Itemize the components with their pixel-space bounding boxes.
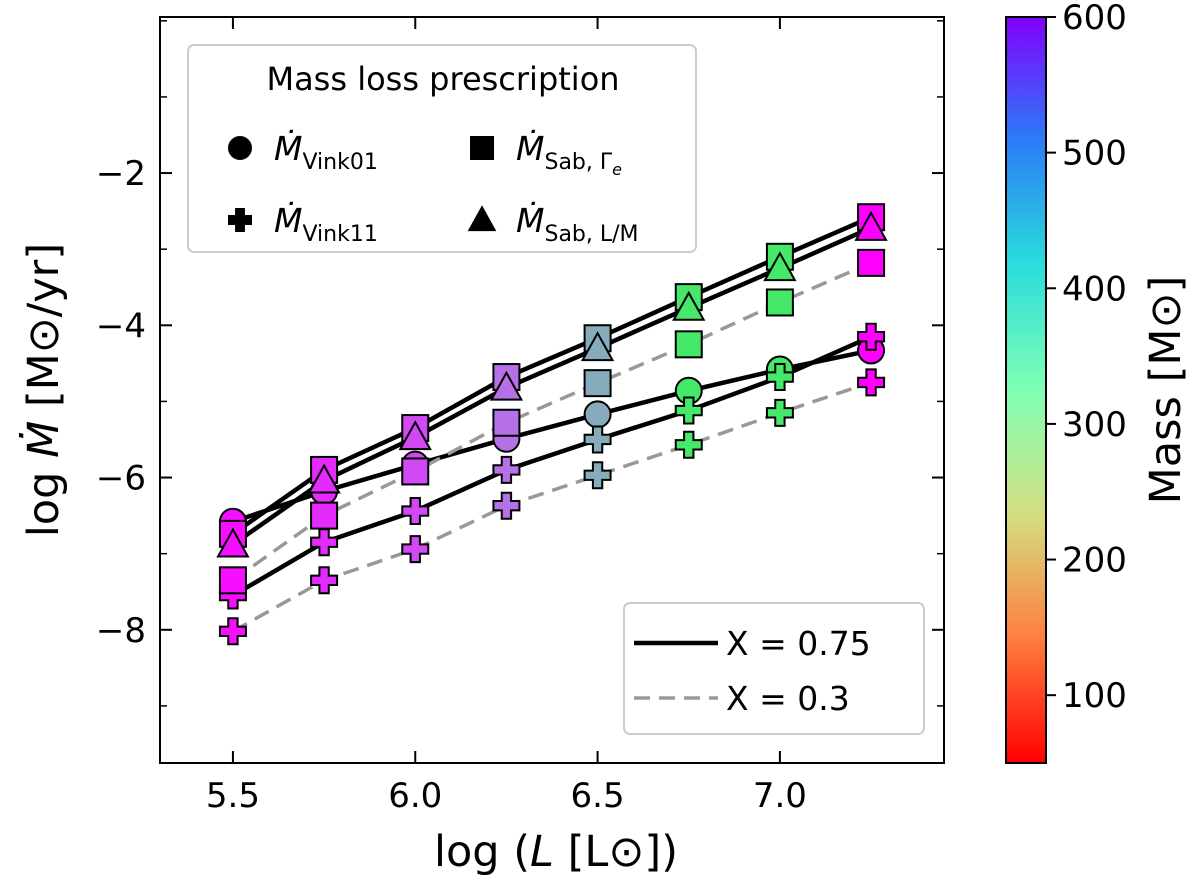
colorbar-gradient xyxy=(1005,16,1047,764)
y-axis-label: log Ṁ [M⊙/yr] xyxy=(18,243,69,537)
data-point-5-7 xyxy=(854,210,888,241)
line-legend-entries: X = 0.75 X = 0.3 xyxy=(634,624,871,718)
colorbar-tick-label: 300 xyxy=(1062,405,1127,445)
data-point-2-3 xyxy=(492,491,521,520)
data-point-2-7 xyxy=(857,368,886,397)
series-line-1 xyxy=(231,334,872,598)
x-tick-label: 7.0 xyxy=(753,776,807,816)
data-point-1-5 xyxy=(674,396,703,425)
data-point-4-4 xyxy=(583,369,612,398)
data-point-5-2 xyxy=(398,420,432,451)
legend-marker-square xyxy=(470,136,494,160)
y-axis: −8 −6 −4 −2 xyxy=(96,20,944,707)
line-legend: X = 0.75 X = 0.3 xyxy=(623,602,925,735)
colorbar-label: Mass [M⊙] xyxy=(1141,276,1191,505)
marker-legend-entries: ṀVink01 ṀSab, Γe ṀVink11 ṀSab, L/M xyxy=(228,129,639,247)
data-point-1-3 xyxy=(492,455,521,484)
data-point-4-3 xyxy=(492,408,521,437)
y-tick-label: −8 xyxy=(96,611,146,651)
colorbar-tick-label: 100 xyxy=(1062,676,1127,716)
legend-label-triangle: ṀSab, L/M xyxy=(516,201,639,247)
line-legend-label-1: X = 0.3 xyxy=(726,679,850,718)
data-point-4-7 xyxy=(857,248,886,277)
y-tick-label: −2 xyxy=(96,154,146,194)
data-point-2-0 xyxy=(218,617,247,646)
marker-legend: Mass loss prescription ṀVink01 ṀSab, ΓeṀV… xyxy=(187,44,697,253)
legend-label-plus: ṀVink11 xyxy=(274,201,378,247)
plot-frame xyxy=(159,16,945,764)
series-line-4 xyxy=(231,261,872,582)
line-legend-frame xyxy=(623,602,925,735)
legend-label-square: ṀSab, Γe xyxy=(516,129,622,179)
data-point-5-6 xyxy=(763,251,797,282)
data-point-4-1 xyxy=(310,501,339,530)
data-point-2-6 xyxy=(765,398,794,427)
series-line-0 xyxy=(232,348,872,524)
data-point-5-0 xyxy=(216,527,250,558)
data-point-2-1 xyxy=(310,566,339,595)
colorbar-tick-label: 200 xyxy=(1062,541,1127,581)
colorbar-tick-label: 600 xyxy=(1062,0,1127,38)
data-point-4-6 xyxy=(765,288,794,317)
data-point-1-4 xyxy=(583,425,612,454)
x-tick-label: 6.5 xyxy=(571,776,625,816)
data-point-5-3 xyxy=(489,370,524,401)
x-tick-label: 5.5 xyxy=(206,776,260,816)
legend-label-circle: ṀVink01 xyxy=(274,129,378,175)
x-axis: 5.5 6.0 6.5 7.0 xyxy=(206,17,807,816)
line-legend-label-0: X = 0.75 xyxy=(726,624,871,663)
y-tick-label: −6 xyxy=(96,459,146,499)
data-point-0-4 xyxy=(583,400,612,429)
colorbar-tick-label: 400 xyxy=(1062,269,1127,309)
data-point-1-2 xyxy=(401,497,430,526)
data-point-1-7 xyxy=(857,322,886,351)
legend-marker-plus xyxy=(228,208,252,232)
data-point-1-6 xyxy=(765,363,794,392)
series-points xyxy=(216,203,888,646)
data-point-2-5 xyxy=(674,430,703,459)
data-point-5-4 xyxy=(580,331,615,362)
data-point-1-1 xyxy=(310,528,339,557)
marker-legend-frame xyxy=(187,44,697,253)
legend-marker-circle xyxy=(228,136,252,160)
data-point-4-5 xyxy=(674,330,703,359)
series-line-3 xyxy=(231,215,872,536)
colorbar-ticks: 100 200 300 400 500 600 xyxy=(1046,0,1127,716)
series-lines xyxy=(231,215,872,633)
data-point-2-2 xyxy=(401,535,430,564)
x-axis-label: log (L [L⊙]) xyxy=(434,827,678,877)
marker-legend-title: Mass loss prescription xyxy=(266,60,619,98)
data-point-4-0 xyxy=(218,566,247,595)
y-tick-label: −4 xyxy=(96,306,146,346)
series-line-5 xyxy=(231,225,872,547)
data-point-4-2 xyxy=(401,457,430,486)
data-point-5-5 xyxy=(672,290,706,321)
data-point-5-1 xyxy=(307,463,341,494)
x-tick-label: 6.0 xyxy=(388,776,442,816)
legend-marker-triangle xyxy=(467,205,497,232)
data-point-2-4 xyxy=(583,461,612,490)
colorbar-tick-label: 500 xyxy=(1062,134,1127,174)
